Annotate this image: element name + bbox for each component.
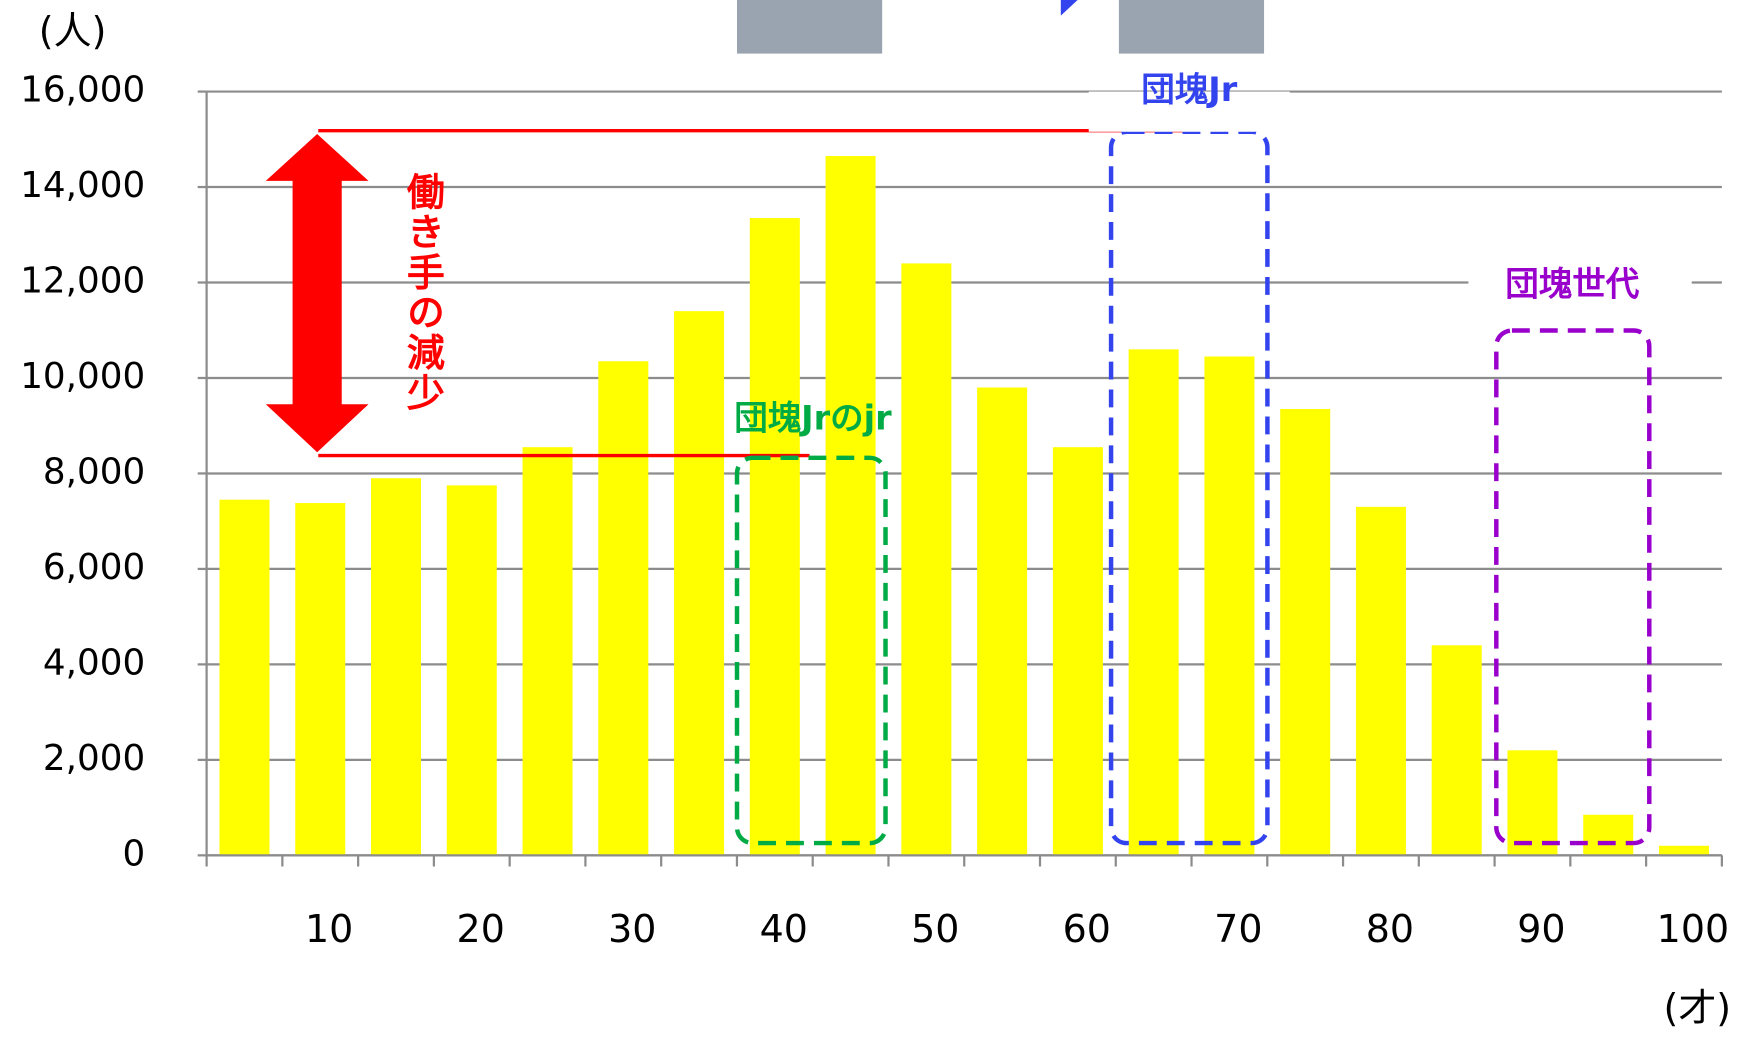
highlight-box xyxy=(734,455,888,846)
x-tick-label: 80 xyxy=(1366,907,1414,951)
x-tick-label: 60 xyxy=(1063,907,1111,951)
x-tick-label: 20 xyxy=(457,907,505,951)
annotation: 団塊世代 xyxy=(1505,264,1639,303)
y-unit: (人) xyxy=(39,9,107,53)
label-bg xyxy=(1088,91,1290,132)
bar xyxy=(295,503,346,856)
bar xyxy=(446,485,497,856)
y-tick-label: 16,000 xyxy=(20,70,145,111)
arrow-tip xyxy=(1060,0,1078,16)
annotation: 団塊Jr xyxy=(1141,70,1237,109)
highlight-box xyxy=(1494,328,1652,846)
bar xyxy=(1355,506,1406,856)
bar xyxy=(1052,447,1103,856)
double-arrow xyxy=(265,133,369,453)
bar xyxy=(1204,356,1255,856)
bar xyxy=(674,311,725,856)
photo xyxy=(1118,0,1265,54)
x-tick-label: 10 xyxy=(305,907,353,951)
bar xyxy=(1431,645,1482,856)
annotation: 団塊Jrのjr xyxy=(734,398,892,437)
photo xyxy=(737,0,883,54)
x-tick-label: 90 xyxy=(1517,907,1565,951)
x-tick-label: 40 xyxy=(760,907,808,951)
y-tick-label: 2,000 xyxy=(43,738,145,779)
bar xyxy=(1583,814,1634,856)
x-tick-label: 30 xyxy=(608,907,656,951)
y-tick-label: 6,000 xyxy=(43,547,145,588)
bar xyxy=(749,218,800,856)
bar xyxy=(598,361,649,856)
bar xyxy=(825,156,876,856)
y-tick-label: 8,000 xyxy=(43,451,145,492)
y-tick-label: 14,000 xyxy=(20,165,145,206)
bar xyxy=(977,387,1028,856)
bar xyxy=(1280,409,1331,856)
y-tick-label: 12,000 xyxy=(20,261,145,302)
x-tick-label: 100 xyxy=(1657,907,1729,951)
bar xyxy=(901,263,952,856)
y-tick-label: 10,000 xyxy=(20,356,145,397)
bar xyxy=(522,447,573,856)
x-tick-label: 50 xyxy=(911,907,959,951)
bar xyxy=(1658,845,1709,856)
plot: 0 2,000 4,000 6,000 8,000 10,000 12,000 14,000 1… xyxy=(20,70,1729,951)
bar xyxy=(371,478,422,856)
annotation-group: 働き手の減少 団塊Jr 団塊世代 団塊Jrのjr xyxy=(265,70,1692,846)
bar xyxy=(1128,349,1179,856)
y-tick-label: 4,000 xyxy=(43,642,145,683)
x-tick-label: 70 xyxy=(1214,907,1262,951)
y-tick-label: 0 xyxy=(122,833,145,874)
annotation: 働き手の減少 xyxy=(400,172,444,413)
bar xyxy=(219,499,270,856)
x-unit: (才) xyxy=(1664,986,1732,1030)
bar xyxy=(1507,750,1558,856)
label-bg xyxy=(1468,263,1692,309)
